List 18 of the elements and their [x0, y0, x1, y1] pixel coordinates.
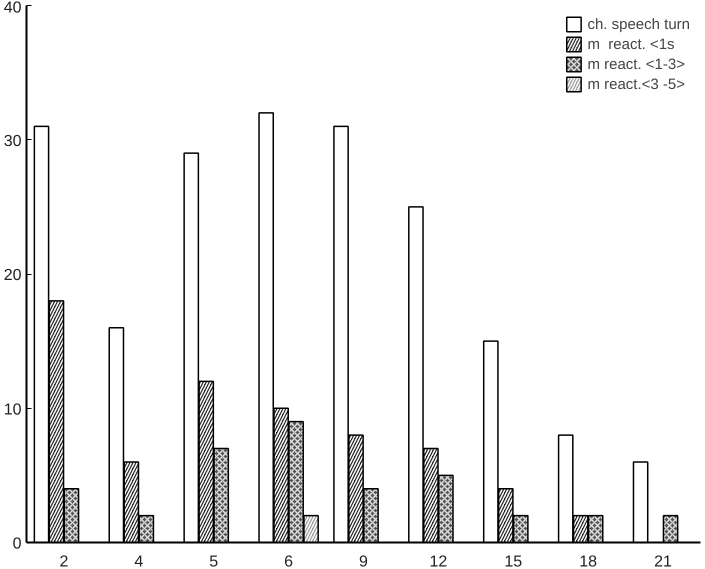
x-tick-label: 5 — [209, 554, 218, 569]
y-tick-label: 30 — [4, 132, 22, 150]
x-tick-label: 15 — [504, 554, 522, 569]
x-tick-label: 9 — [359, 554, 368, 569]
x-tick-label: 2 — [59, 554, 68, 569]
x-tick-label: 21 — [654, 554, 672, 569]
legend-label: m react.<3 -5> — [587, 76, 685, 92]
y-tick-label: 10 — [4, 401, 22, 418]
legend-label: m react. <1s — [587, 36, 675, 52]
legend-label: m react. <1-3> — [587, 56, 685, 72]
y-tick-label: 0 — [12, 536, 22, 552]
legend-label: ch. speech turn — [587, 16, 690, 32]
y-tick-label: 20 — [4, 267, 22, 284]
x-tick-label: 18 — [579, 554, 598, 569]
y-tick-label: 40 — [4, 0, 22, 16]
x-tick-label: 6 — [284, 554, 294, 569]
x-tick-label: 4 — [134, 554, 144, 569]
x-tick-label: 12 — [429, 554, 448, 569]
